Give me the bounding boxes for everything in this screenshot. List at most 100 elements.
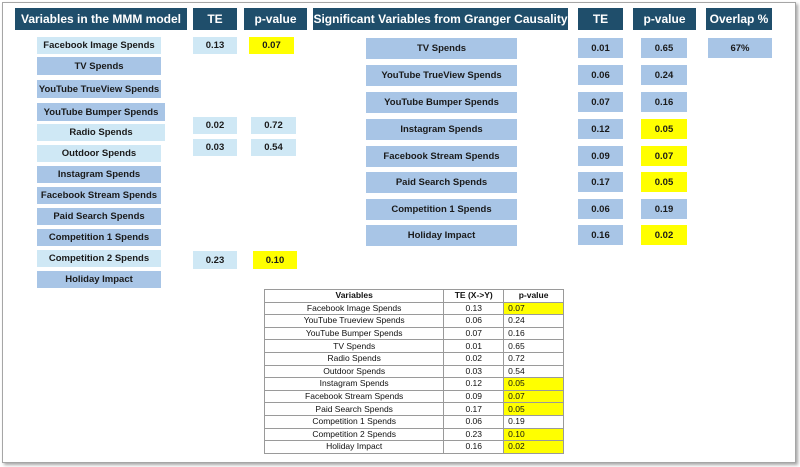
granger-pvalue-cell: 0.02 [641, 225, 687, 245]
granger-pvalue-cell: 0.05 [641, 172, 687, 192]
granger-te-cell: 0.17 [578, 172, 623, 192]
mmm-variable: Paid Search Spends [37, 208, 161, 225]
granger-te-cell: 0.06 [578, 65, 623, 85]
table-cell-variable: Competition 2 Spends [263, 427, 445, 442]
granger-variable: Instagram Spends [366, 119, 517, 140]
granger-te-cell: 0.01 [578, 38, 623, 58]
table-cell-pvalue: 0.10 [503, 427, 564, 442]
table-row: TV Spends 0.01 0.65 [263, 339, 564, 353]
table-cell-te: 0.17 [443, 402, 505, 416]
table-row: Competition 2 Spends 0.23 0.10 [263, 427, 564, 442]
table-row: Competition 1 Spends 0.06 0.19 [263, 414, 564, 429]
granger-pvalue-cell: 0.24 [641, 65, 687, 85]
table-cell-te: 0.03 [443, 364, 505, 379]
granger-variable: YouTube Bumper Spends [366, 92, 517, 113]
table-cell-te: 0.09 [443, 389, 505, 404]
header-overlap: Overlap % [706, 8, 772, 30]
header-te-right: TE [578, 8, 623, 30]
table-cell-pvalue: 0.72 [503, 351, 564, 366]
table-cell-variable: Outdoor Spends [263, 364, 445, 379]
table-cell-pvalue: 0.07 [503, 389, 564, 404]
mmm-pvalue-cell: 0.07 [249, 37, 294, 54]
table-cell-variable: Holiday Impact [263, 440, 445, 454]
mmm-variable: Competition 2 Spends [37, 250, 161, 267]
table-row: YouTube Trueview Spends 0.06 0.24 [263, 314, 564, 328]
table-cell-te: 0.06 [443, 314, 505, 328]
table-cell-variable: Instagram Spends [263, 377, 445, 391]
table-cell-pvalue: 0.05 [503, 402, 564, 416]
table-cell-variable: YouTube Trueview Spends [263, 314, 445, 328]
table-cell-variable: Paid Search Spends [263, 402, 445, 416]
table-row: Facebook Stream Spends 0.09 0.07 [263, 389, 564, 404]
granger-te-cell: 0.16 [578, 225, 623, 245]
table-cell-te: 0.01 [443, 339, 505, 353]
header-granger-variables: Significant Variables from Granger Causa… [313, 8, 568, 30]
table-cell-te: 0.23 [443, 427, 505, 442]
table-row: YouTube Bumper Spends 0.07 0.16 [263, 326, 564, 341]
table-cell-te: 0.13 [443, 301, 505, 316]
table-row: Holiday Impact 0.16 0.02 [263, 440, 564, 454]
mmm-variable: Competition 1 Spends [37, 229, 161, 246]
table-cell-variable: YouTube Bumper Spends [263, 326, 445, 341]
table-cell-variable: Facebook Image Spends [263, 301, 445, 316]
granger-te-cell: 0.12 [578, 119, 623, 139]
mmm-variable: Facebook Stream Spends [37, 187, 161, 204]
granger-variable: Competition 1 Spends [366, 199, 517, 220]
header-te-left: TE [193, 8, 237, 30]
mmm-pvalue-cell: 0.72 [251, 117, 296, 134]
mmm-variable: Holiday Impact [37, 271, 161, 288]
table-cell-te: 0.07 [443, 326, 505, 341]
table-cell-pvalue: 0.19 [503, 414, 564, 429]
table-cell-pvalue: 0.07 [503, 301, 564, 316]
table-cell-te: 0.16 [443, 440, 505, 454]
mmm-pvalue-cell: 0.10 [253, 251, 297, 269]
granger-variable: Facebook Stream Spends [366, 146, 517, 167]
column-header-pvalue: p-value [503, 289, 564, 303]
table-cell-te: 0.12 [443, 377, 505, 391]
table-row: Outdoor Spends 0.03 0.54 [263, 364, 564, 379]
mmm-variable: YouTube TrueView Spends [37, 80, 161, 98]
table-row: Paid Search Spends 0.17 0.05 [263, 402, 564, 416]
mmm-variable: TV Spends [37, 57, 161, 75]
table-cell-te: 0.06 [443, 414, 505, 429]
granger-variable: YouTube TrueView Spends [366, 65, 517, 86]
table-row: Facebook Image Spends 0.13 0.07 [263, 301, 564, 316]
mmm-te-cell: 0.23 [193, 251, 237, 269]
header-pvalue-left: p-value [244, 8, 307, 30]
mmm-pvalue-cell: 0.54 [251, 139, 296, 156]
table-cell-variable: TV Spends [263, 339, 445, 353]
table-row: Radio Spends 0.02 0.72 [263, 351, 564, 366]
granger-te-cell: 0.09 [578, 146, 623, 166]
table-cell-pvalue: 0.02 [503, 440, 564, 454]
mmm-variable: Instagram Spends [37, 166, 161, 183]
mmm-variable: Outdoor Spends [37, 145, 161, 162]
granger-pvalue-cell: 0.19 [641, 199, 687, 219]
mmm-te-cell: 0.02 [193, 117, 237, 134]
granger-te-cell: 0.07 [578, 92, 623, 112]
te-summary-table: Variables TE (X->Y) p-value Facebook Ima… [263, 289, 564, 454]
table-cell-pvalue: 0.05 [503, 377, 564, 391]
table-header-row: Variables TE (X->Y) p-value [263, 289, 564, 303]
granger-pvalue-cell: 0.05 [641, 119, 687, 139]
table-row: Instagram Spends 0.12 0.05 [263, 377, 564, 391]
granger-te-cell: 0.06 [578, 199, 623, 219]
table-cell-pvalue: 0.65 [503, 339, 564, 353]
granger-variable: Paid Search Spends [366, 172, 517, 193]
table-cell-variable: Radio Spends [263, 351, 445, 366]
mmm-variable: Facebook Image Spends [37, 37, 161, 54]
table-cell-te: 0.02 [443, 351, 505, 366]
granger-variable: Holiday Impact [366, 225, 517, 246]
granger-variable: TV Spends [366, 38, 517, 59]
column-header-variables: Variables [263, 289, 445, 303]
mmm-variable: Radio Spends [37, 124, 165, 141]
column-header-te: TE (X->Y) [443, 289, 505, 303]
overlap-value: 67% [708, 38, 772, 58]
header-pvalue-right: p-value [633, 8, 696, 30]
table-cell-pvalue: 0.16 [503, 326, 564, 341]
table-cell-pvalue: 0.24 [503, 314, 564, 328]
mmm-variable: YouTube Bumper Spends [37, 103, 165, 121]
mmm-te-cell: 0.03 [193, 139, 237, 156]
mmm-te-cell: 0.13 [193, 37, 237, 54]
granger-pvalue-cell: 0.65 [641, 38, 687, 58]
table-cell-variable: Competition 1 Spends [263, 414, 445, 429]
